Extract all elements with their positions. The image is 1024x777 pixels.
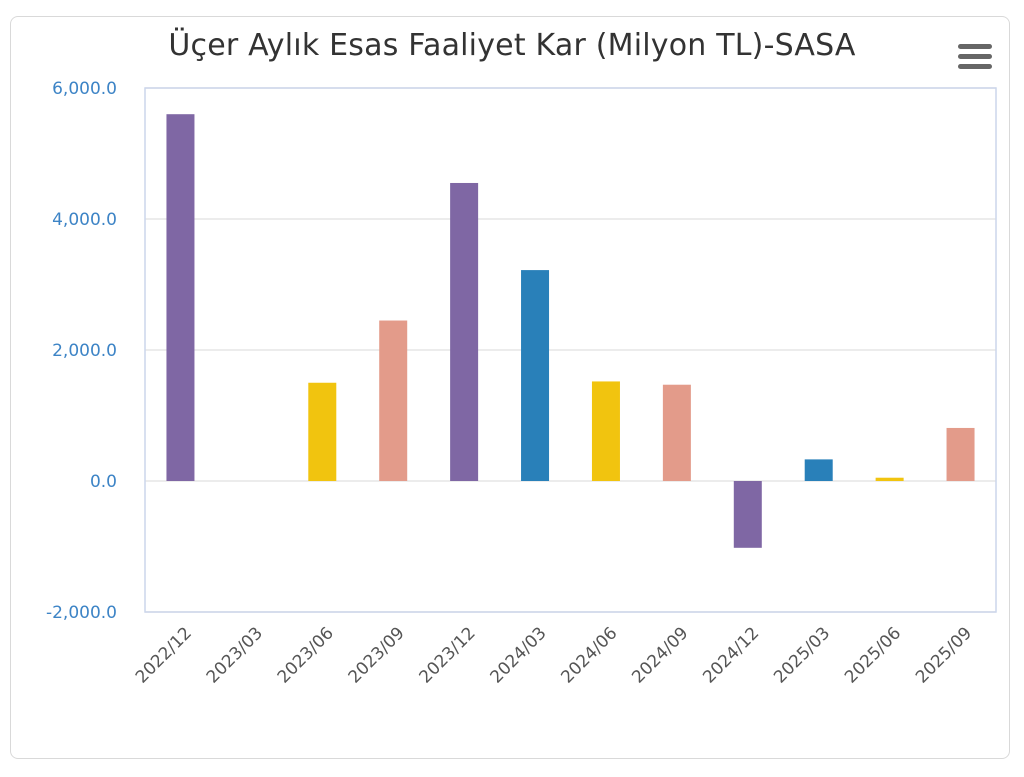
x-tick-label: 2023/03 <box>203 623 267 687</box>
x-tick-label: 2025/09 <box>912 623 976 687</box>
x-tick-label: 2022/12 <box>132 623 196 687</box>
y-tick-label: 0.0 <box>90 472 117 492</box>
plot-frame <box>144 87 997 613</box>
bar <box>591 381 620 481</box>
bar <box>804 459 833 481</box>
x-tick-label: 2024/09 <box>628 623 692 687</box>
x-tick-label: 2024/03 <box>486 623 550 687</box>
x-tick-label: 2023/06 <box>274 623 338 687</box>
x-tick-label: 2024/06 <box>557 623 621 687</box>
bar <box>946 427 975 481</box>
x-tick-label: 2023/12 <box>416 623 480 687</box>
y-tick-label: 2,000.0 <box>52 341 117 361</box>
bar <box>166 114 195 481</box>
x-tick-label: 2025/03 <box>770 623 834 687</box>
y-tick-label: 6,000.0 <box>52 79 117 99</box>
bar <box>521 270 550 481</box>
x-tick-label: 2023/09 <box>345 623 409 687</box>
bar <box>450 182 479 481</box>
x-tick-label: 2024/12 <box>699 623 763 687</box>
bar <box>308 382 337 481</box>
menu-line <box>958 64 992 69</box>
x-tick-label: 2025/06 <box>841 623 905 687</box>
bar <box>875 477 904 481</box>
bar <box>662 384 691 481</box>
y-tick-label: -2,000.0 <box>46 603 117 623</box>
hamburger-menu-icon[interactable] <box>958 44 992 72</box>
y-tick-label: 4,000.0 <box>52 210 117 230</box>
chart-title: Üçer Aylık Esas Faaliyet Kar (Milyon TL)… <box>168 28 856 63</box>
bar <box>379 320 408 481</box>
bar <box>733 481 762 548</box>
menu-line <box>958 44 992 49</box>
menu-line <box>958 54 992 59</box>
